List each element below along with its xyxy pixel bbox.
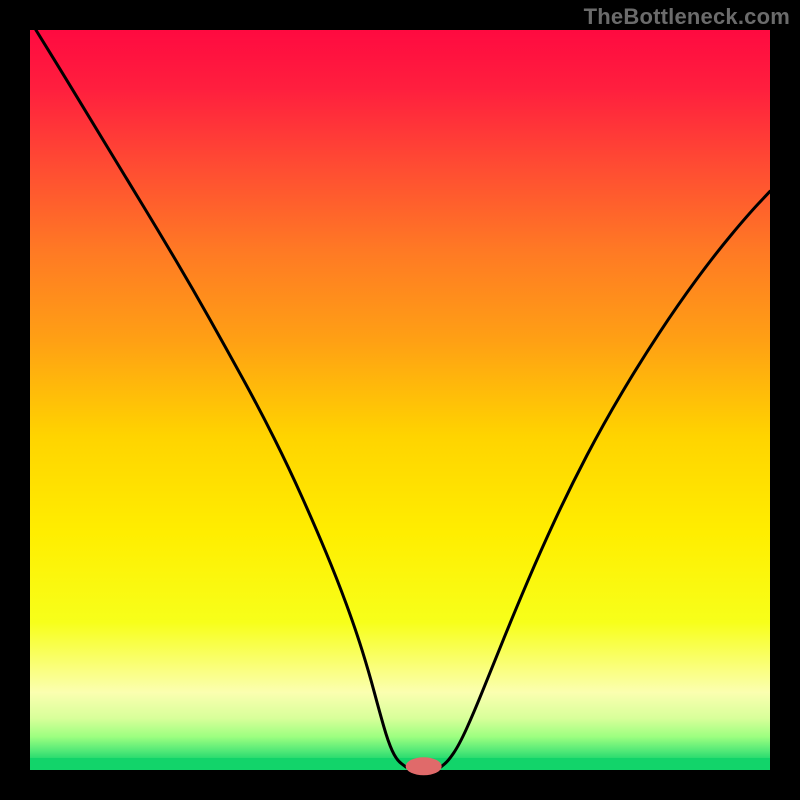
watermark-text: TheBottleneck.com [584,4,790,30]
plot-background [30,30,770,770]
bottleneck-marker [406,757,442,775]
chart-container: TheBottleneck.com [0,0,800,800]
bottleneck-chart [0,0,800,800]
